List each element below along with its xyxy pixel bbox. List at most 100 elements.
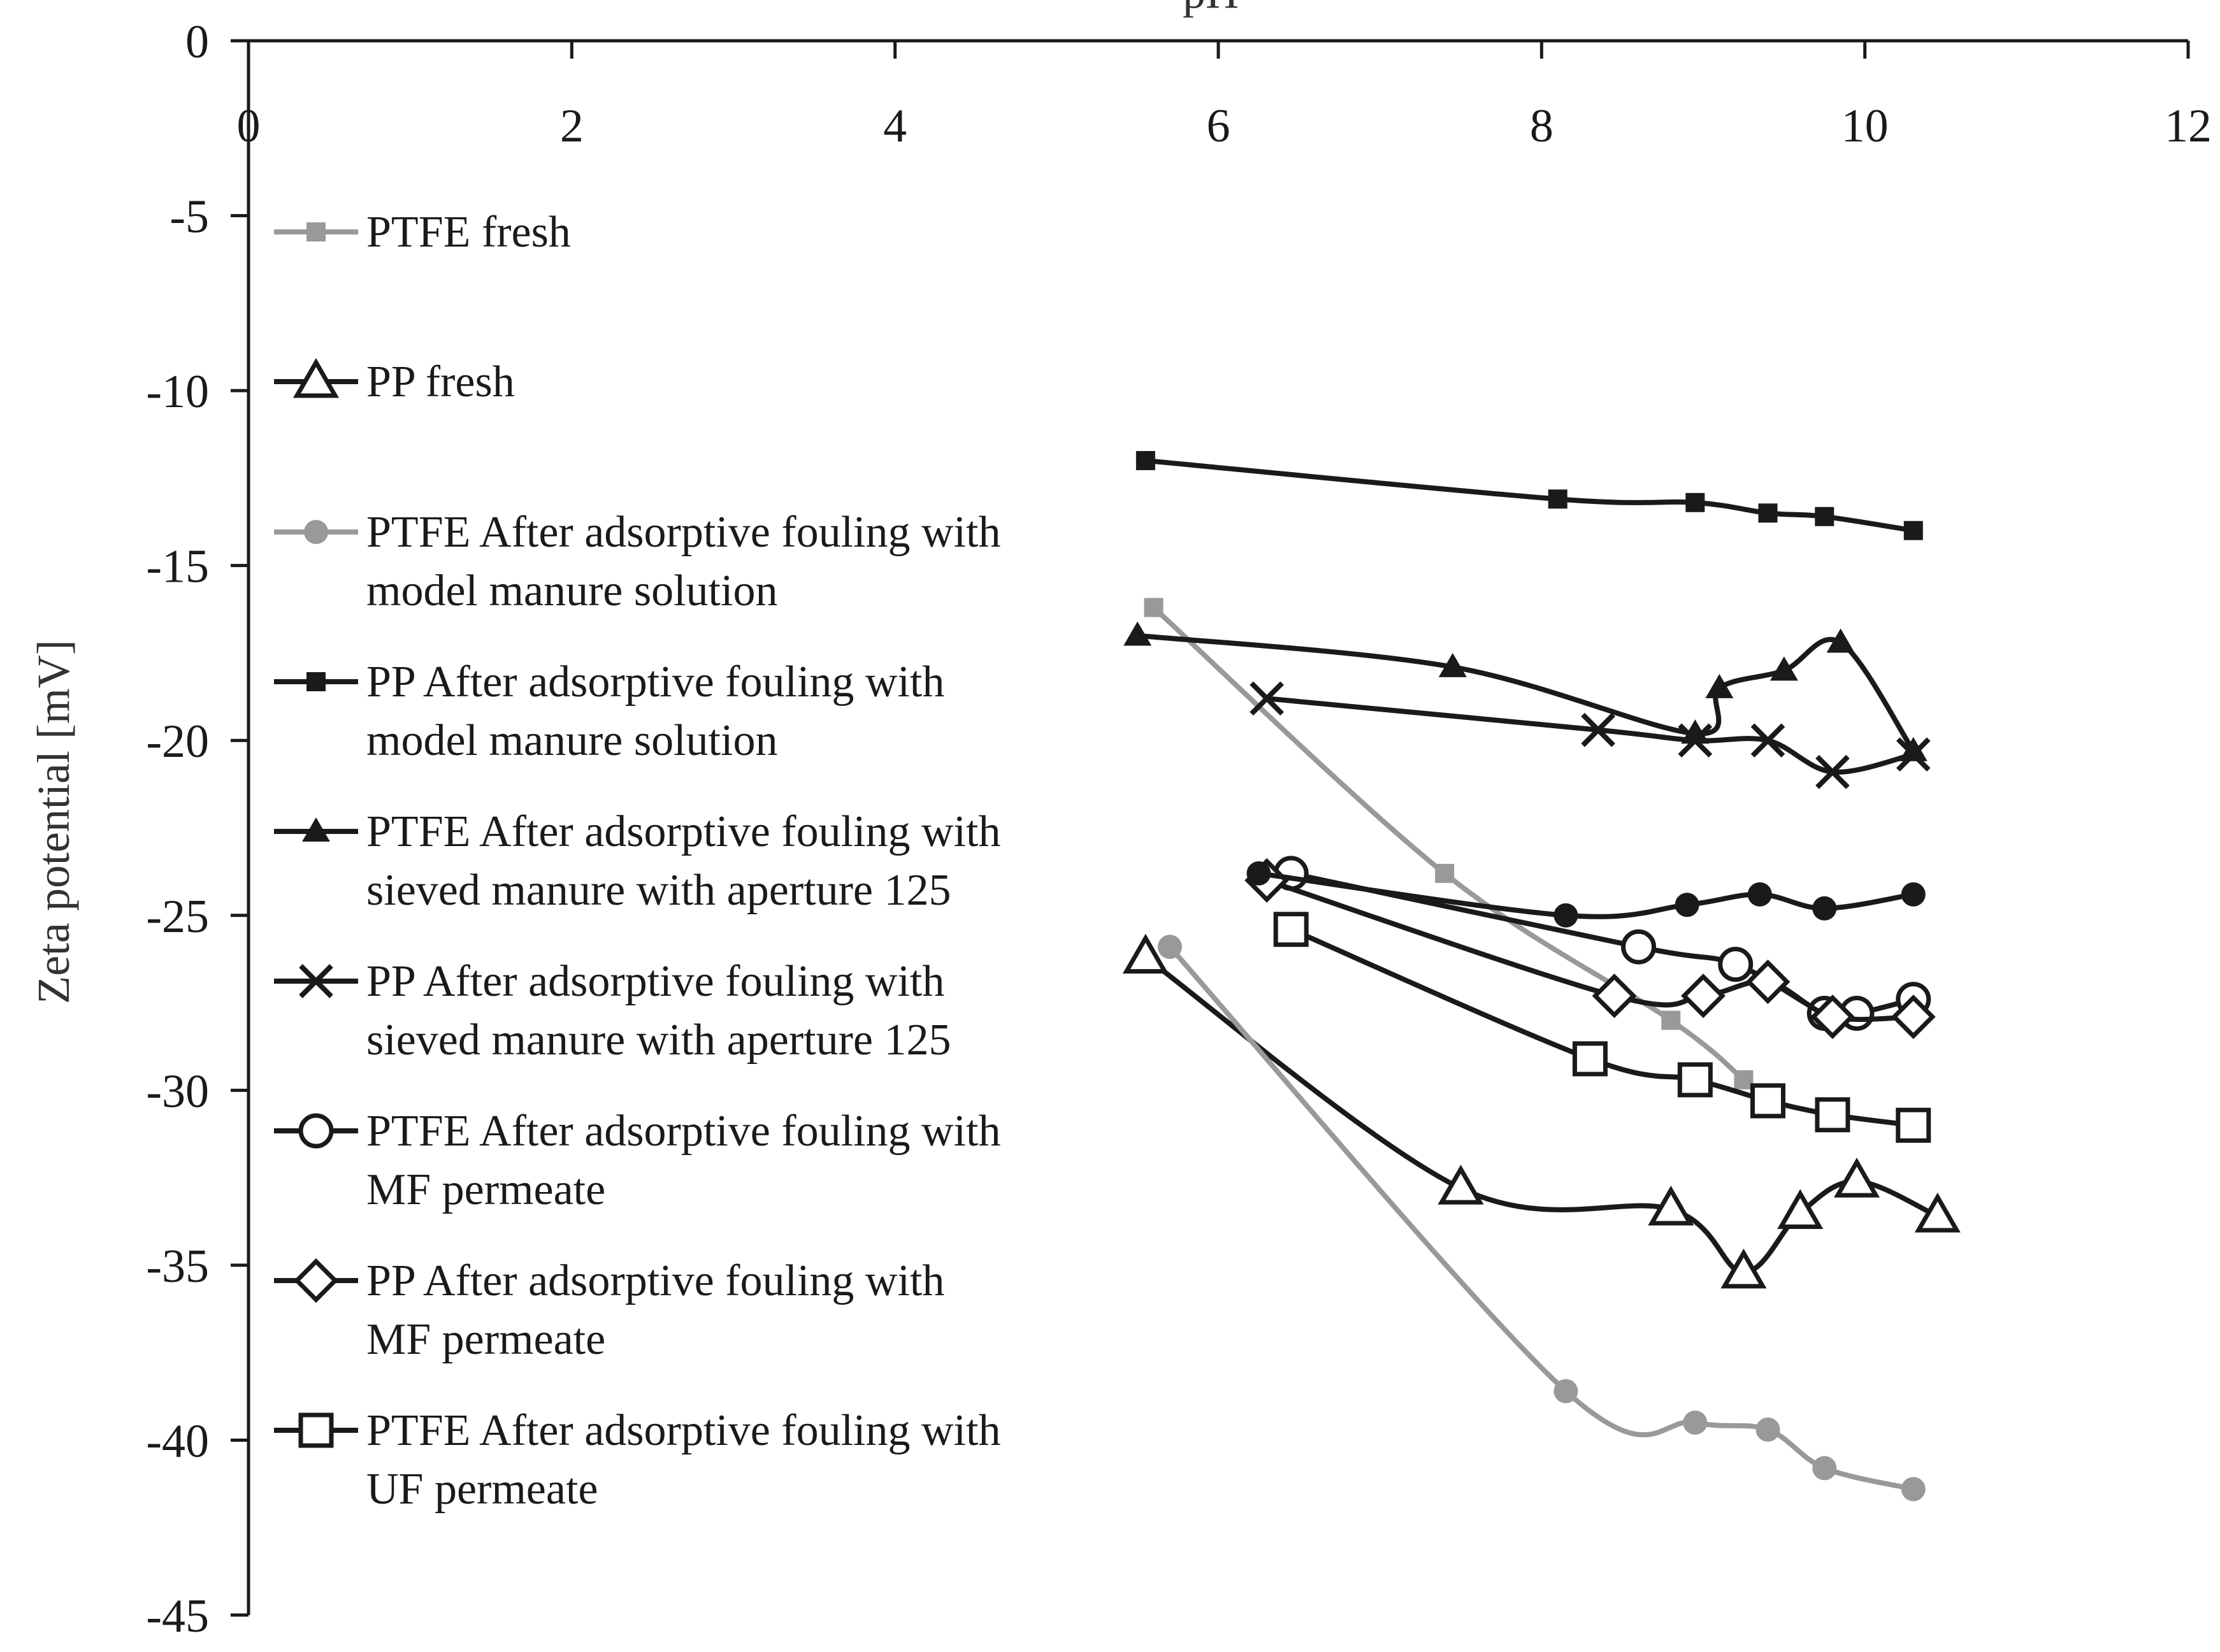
data-point	[1685, 492, 1705, 512]
x-tick-label: 2	[560, 100, 584, 152]
data-point	[1250, 681, 1284, 716]
series-line	[1142, 457, 1916, 533]
legend-label: PTFE After adsorptive fouling with	[366, 1107, 1000, 1156]
data-point	[1903, 521, 1923, 540]
legend-label: PTFE fresh	[366, 208, 571, 257]
legend-item: PTFE After adsorptive fouling with sieved…	[274, 807, 1000, 915]
legend-item: PP After adsorptive fouling with MF perme…	[274, 1256, 944, 1364]
legend-item: PP fresh	[274, 357, 515, 406]
data-point	[1122, 933, 1169, 974]
legend-label: PP fresh	[366, 357, 515, 406]
legend-marker	[292, 357, 340, 398]
y-tick-label: -45	[146, 1590, 209, 1642]
legend-item: PTFE fresh	[274, 208, 571, 257]
legend-marker	[306, 672, 326, 691]
data-point	[1810, 995, 1855, 1039]
legend-label: model manure solution	[366, 716, 777, 765]
legend-item: PTFE After adsorptive fouling with model …	[274, 508, 1000, 615]
legend-marker	[298, 1412, 334, 1448]
data-point	[1755, 1417, 1780, 1442]
data-point	[1812, 896, 1837, 921]
data-point	[1833, 1158, 1880, 1198]
x-marker-stroke	[1750, 723, 1785, 758]
series-3	[1157, 935, 1926, 1502]
legend-label: sieved manure with aperture 125	[366, 866, 951, 915]
data-point	[1648, 1186, 1694, 1226]
data-point	[1553, 903, 1578, 928]
data-point	[1718, 947, 1754, 982]
data-point	[1758, 503, 1778, 523]
data-point	[1681, 973, 1726, 1019]
series-layer	[1122, 450, 1961, 1502]
series-6	[1250, 681, 1931, 789]
data-point	[1157, 935, 1182, 959]
data-point	[1273, 912, 1309, 947]
legend-label: model manure solution	[366, 566, 777, 615]
legend-item: PTFE After adsorptive fouling with UF per…	[274, 1406, 1000, 1514]
legend-marker	[299, 964, 333, 998]
y-tick-label: -25	[146, 891, 209, 943]
data-point	[1777, 1189, 1824, 1230]
data-point	[1812, 1456, 1837, 1481]
y-axis-title: Zeta potential [mV]	[28, 640, 79, 1004]
x-tick-label: 12	[2165, 100, 2212, 152]
data-point	[1734, 1070, 1754, 1089]
legend-marker	[306, 222, 326, 241]
data-point	[1914, 1193, 1961, 1233]
data-point	[1901, 1477, 1926, 1502]
legend-item: PP After adsorptive fouling with model ma…	[274, 657, 944, 765]
series-line	[1151, 605, 1747, 1082]
data-point	[1621, 929, 1657, 965]
data-point	[1745, 959, 1791, 1005]
legend-label: PTFE After adsorptive fouling with	[366, 807, 1000, 856]
data-point	[1592, 973, 1637, 1019]
y-tick-label: -30	[146, 1065, 209, 1117]
data-point	[1135, 450, 1155, 470]
legend-marker	[298, 1113, 334, 1149]
legend-label: PP After adsorptive fouling with	[366, 657, 944, 707]
x-marker-stroke	[1678, 723, 1713, 758]
data-point	[1435, 863, 1455, 883]
data-point	[1705, 673, 1734, 698]
x-marker-stroke	[1250, 681, 1284, 716]
x-axis-title: pH	[1183, 0, 1239, 18]
series-10	[1246, 861, 1926, 928]
y-tick-label: -40	[146, 1415, 209, 1467]
y-tick-label: -35	[146, 1240, 209, 1293]
x-tick-label: 6	[1207, 100, 1230, 152]
x-tick-label: 4	[883, 100, 907, 152]
y-tick-label: -10	[146, 366, 209, 418]
series-9	[1273, 912, 1931, 1143]
y-tick-label: -20	[146, 715, 209, 768]
data-point	[1144, 598, 1164, 617]
legend-label: sieved manure with aperture 125	[366, 1016, 951, 1065]
axes: 0 2 4 6 8 10 12 0 -5 -10 -15 -20 -25 -30 -35 -40 -45	[146, 16, 2212, 1642]
x-marker-stroke	[1896, 737, 1931, 772]
series-line	[1142, 954, 1940, 1275]
x-marker-stroke	[1581, 712, 1615, 747]
data-point	[1438, 652, 1467, 677]
series-4	[1135, 450, 1923, 540]
legend: PTFE fresh PP fresh PTFE After adsorptive …	[274, 208, 1000, 1514]
legend-marker	[304, 520, 328, 544]
data-point	[1548, 489, 1568, 509]
x-tick-label: 0	[237, 100, 261, 152]
legend-label: PTFE After adsorptive fouling with	[366, 508, 1000, 557]
data-point	[1246, 861, 1271, 886]
data-point	[1770, 656, 1798, 681]
legend-label: PP After adsorptive fouling with	[366, 1256, 944, 1305]
legend-marker	[302, 817, 330, 842]
x-tick-label: 10	[1842, 100, 1889, 152]
data-point	[1572, 1041, 1608, 1077]
data-point	[1720, 1248, 1767, 1289]
data-point	[1815, 506, 1834, 526]
data-point	[1675, 893, 1699, 917]
data-point	[1826, 628, 1855, 653]
data-point	[1815, 754, 1850, 789]
data-point	[1678, 723, 1713, 758]
data-point	[1901, 882, 1926, 907]
legend-item: PP After adsorptive fouling with sieved m…	[274, 957, 951, 1065]
data-point	[1438, 1165, 1484, 1205]
x-marker-stroke	[1815, 754, 1850, 789]
